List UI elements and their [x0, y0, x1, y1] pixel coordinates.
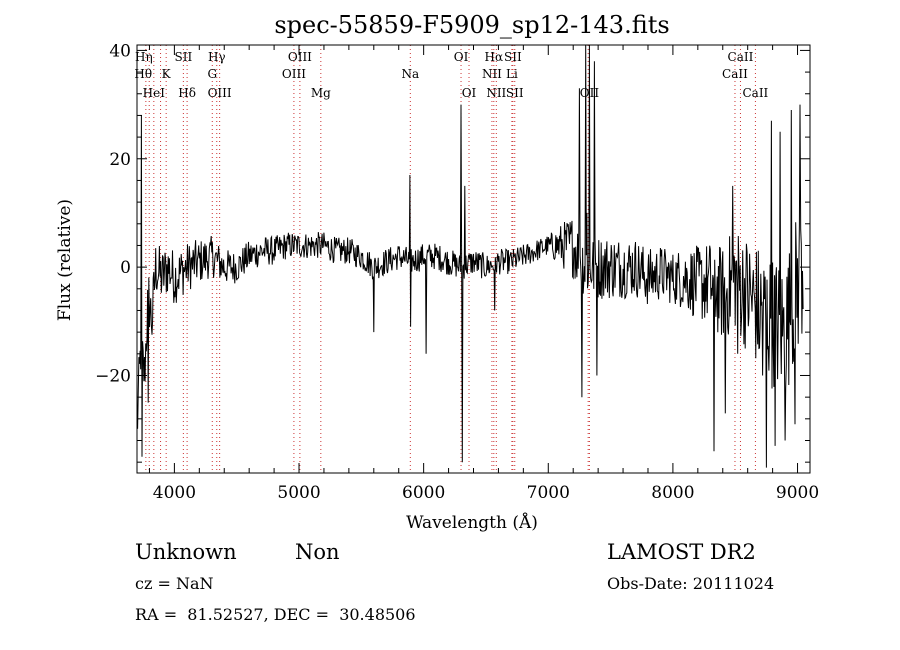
- spectral-line-label: SII: [506, 86, 524, 100]
- spectral-line-label: Hγ: [208, 50, 226, 64]
- x-tick-label: 5000: [277, 483, 320, 503]
- x-tick-label: 6000: [402, 483, 445, 503]
- coordinates-label: RA = 81.52527, DEC = 30.48506: [135, 605, 416, 624]
- y-axis-label: Flux (relative): [55, 199, 75, 321]
- y-tick-label: 20: [109, 150, 131, 170]
- spectral-line-label: Na: [401, 67, 419, 81]
- spectral-line-label: Mg: [311, 86, 331, 100]
- spectral-line-label: CaII: [742, 86, 768, 100]
- class-label: Unknown: [135, 540, 237, 564]
- spectral-line-label: Li: [506, 67, 518, 81]
- obs-date-label: Obs-Date: 20111024: [607, 574, 775, 593]
- spectral-line-label: Hα: [485, 50, 504, 64]
- spectrum-chart: spec-55859-F5909_sp12-143.fits HηHθHeIKS…: [55, 11, 819, 533]
- spectral-line-label: Hθ: [134, 67, 152, 81]
- spectral-line-label: K: [162, 67, 172, 81]
- spectral-line-label: Hη: [135, 50, 153, 64]
- spectral-line-label: SII: [504, 50, 522, 64]
- spectral-line-label: OI: [462, 86, 477, 100]
- y-tick-label: −20: [95, 366, 131, 386]
- spectral-line-label: CaII: [722, 67, 748, 81]
- spectral-line-label: OI: [454, 50, 469, 64]
- x-tick-label: 4000: [153, 483, 196, 503]
- spectral-line-label: CaII: [728, 50, 754, 64]
- spectral-line-label: OIII: [208, 86, 232, 100]
- x-tick-label: 9000: [776, 483, 819, 503]
- y-tick-label: 0: [120, 258, 131, 278]
- spectral-line-labels: HηHθHeIKSIIHδGHγOIIIOIIIOIIIMgNaOIOINIIH…: [134, 50, 768, 100]
- spectral-line-label: Hδ: [178, 86, 196, 100]
- x-tick-label: 8000: [651, 483, 694, 503]
- y-tick-label: 40: [109, 41, 131, 61]
- x-tick-label: 7000: [527, 483, 570, 503]
- chart-title: spec-55859-F5909_sp12-143.fits: [274, 11, 669, 39]
- spectral-line-label: NII: [482, 67, 502, 81]
- spectral-line-label: G: [207, 67, 217, 81]
- spectral-line-label: OIII: [282, 67, 306, 81]
- spectral-line-label: SII: [175, 50, 193, 64]
- spectral-line-label: HeI: [143, 86, 166, 100]
- subclass-label: Non: [295, 540, 340, 564]
- spectral-line-markers: [145, 45, 756, 473]
- redshift-label: cz = NaN: [135, 574, 214, 593]
- spectrum-line: [136, 44, 804, 468]
- spectral-line-label: NII: [486, 86, 506, 100]
- y-axis-ticks: −20 0 20 40: [95, 41, 810, 463]
- survey-label: LAMOST DR2: [607, 540, 756, 564]
- x-axis-ticks: 4000 5000 6000 7000 8000 9000: [148, 45, 819, 503]
- spectral-line-label: OIII: [288, 50, 312, 64]
- x-axis-label: Wavelength (Å): [406, 512, 538, 533]
